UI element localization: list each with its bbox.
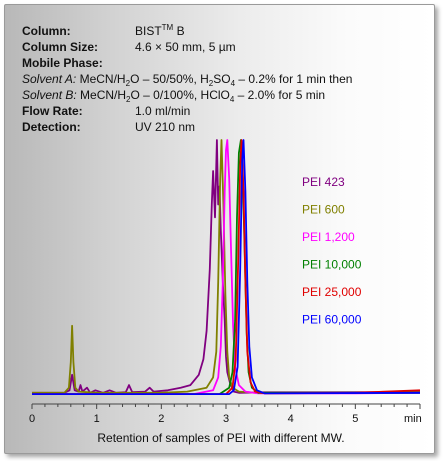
solvent-a-s1: 2 [126,79,131,88]
x-tick-label: 2 [158,413,164,425]
solvent-b-line: Solvent B: MeCN/H2O – 0/100%, HClO4 – 2.… [22,88,325,104]
solvent-b-s2: 4 [230,95,235,104]
legend-entry: PEI 1,200 [302,230,355,244]
x-axis-title: Retention of samples of PEI with differe… [97,431,344,445]
solvent-b-s1: 2 [126,95,131,104]
x-tick-label: 3 [223,413,229,425]
series-layer [32,139,421,396]
solvent-b-p2: O – 0/100%, HClO [131,88,230,102]
detection-label: Detection: [22,120,81,134]
series-line-pei-60-000 [32,139,421,396]
solvent-b-p1: MeCN/H [77,88,126,102]
legend-entry: PEI 25,000 [302,285,362,299]
legend-entry: PEI 60,000 [302,313,362,327]
solvent-a-s3: 4 [231,79,236,88]
legend: PEI 423 PEI 600 PEI 1,200 PEI 10,000 PEI 25,… [302,175,362,327]
legend-entry: PEI 423 [302,175,345,189]
conditions-block: Column: BISTTM B Column Size: 4.6 × 50 m… [22,23,352,134]
x-axis [31,403,421,409]
column-size-value: 4.6 × 50 mm, 5 µm [135,40,236,54]
series-line-pei-423 [32,139,421,394]
detection-value: UV 210 nm [135,120,195,134]
flow-rate-label: Flow Rate: [22,104,83,118]
x-axis-unit-label: min [404,413,422,425]
legend-entry: PEI 10,000 [302,258,362,272]
solvent-a-s2: 2 [209,79,214,88]
x-tick-label: 1 [94,413,100,425]
solvent-a-label: Solvent A: [22,72,76,86]
mobile-phase-label: Mobile Phase: [22,56,103,70]
solvent-a-p4: – 0.2% for 1 min then [235,72,352,86]
legend-entry: PEI 600 [302,203,345,217]
solvent-a-p2: O – 50/50%, H [130,72,209,86]
solvent-a-line: Solvent A: MeCN/H2O – 50/50%, H2SO4 – 0.… [22,72,352,88]
solvent-a-p3: SO [213,72,230,86]
column-value: BISTTM B [135,23,185,38]
flow-rate-value: 1.0 ml/min [135,104,190,118]
column-value-main: BIST [135,24,162,38]
solvent-b-p3: – 2.0% for 5 min [234,88,325,102]
solvent-b-label: Solvent B: [22,88,77,102]
column-size-label: Column Size: [22,40,98,54]
x-tick-label: 0 [29,413,35,425]
series-line-pei-1-200 [32,139,421,396]
column-label: Column: [22,24,71,38]
x-tick-label: 5 [352,413,358,425]
x-tick-label: 4 [288,413,294,425]
column-value-sup: TM [162,23,174,32]
solvent-a-p1: MeCN/H [76,72,125,86]
column-value-tail: B [173,24,184,38]
